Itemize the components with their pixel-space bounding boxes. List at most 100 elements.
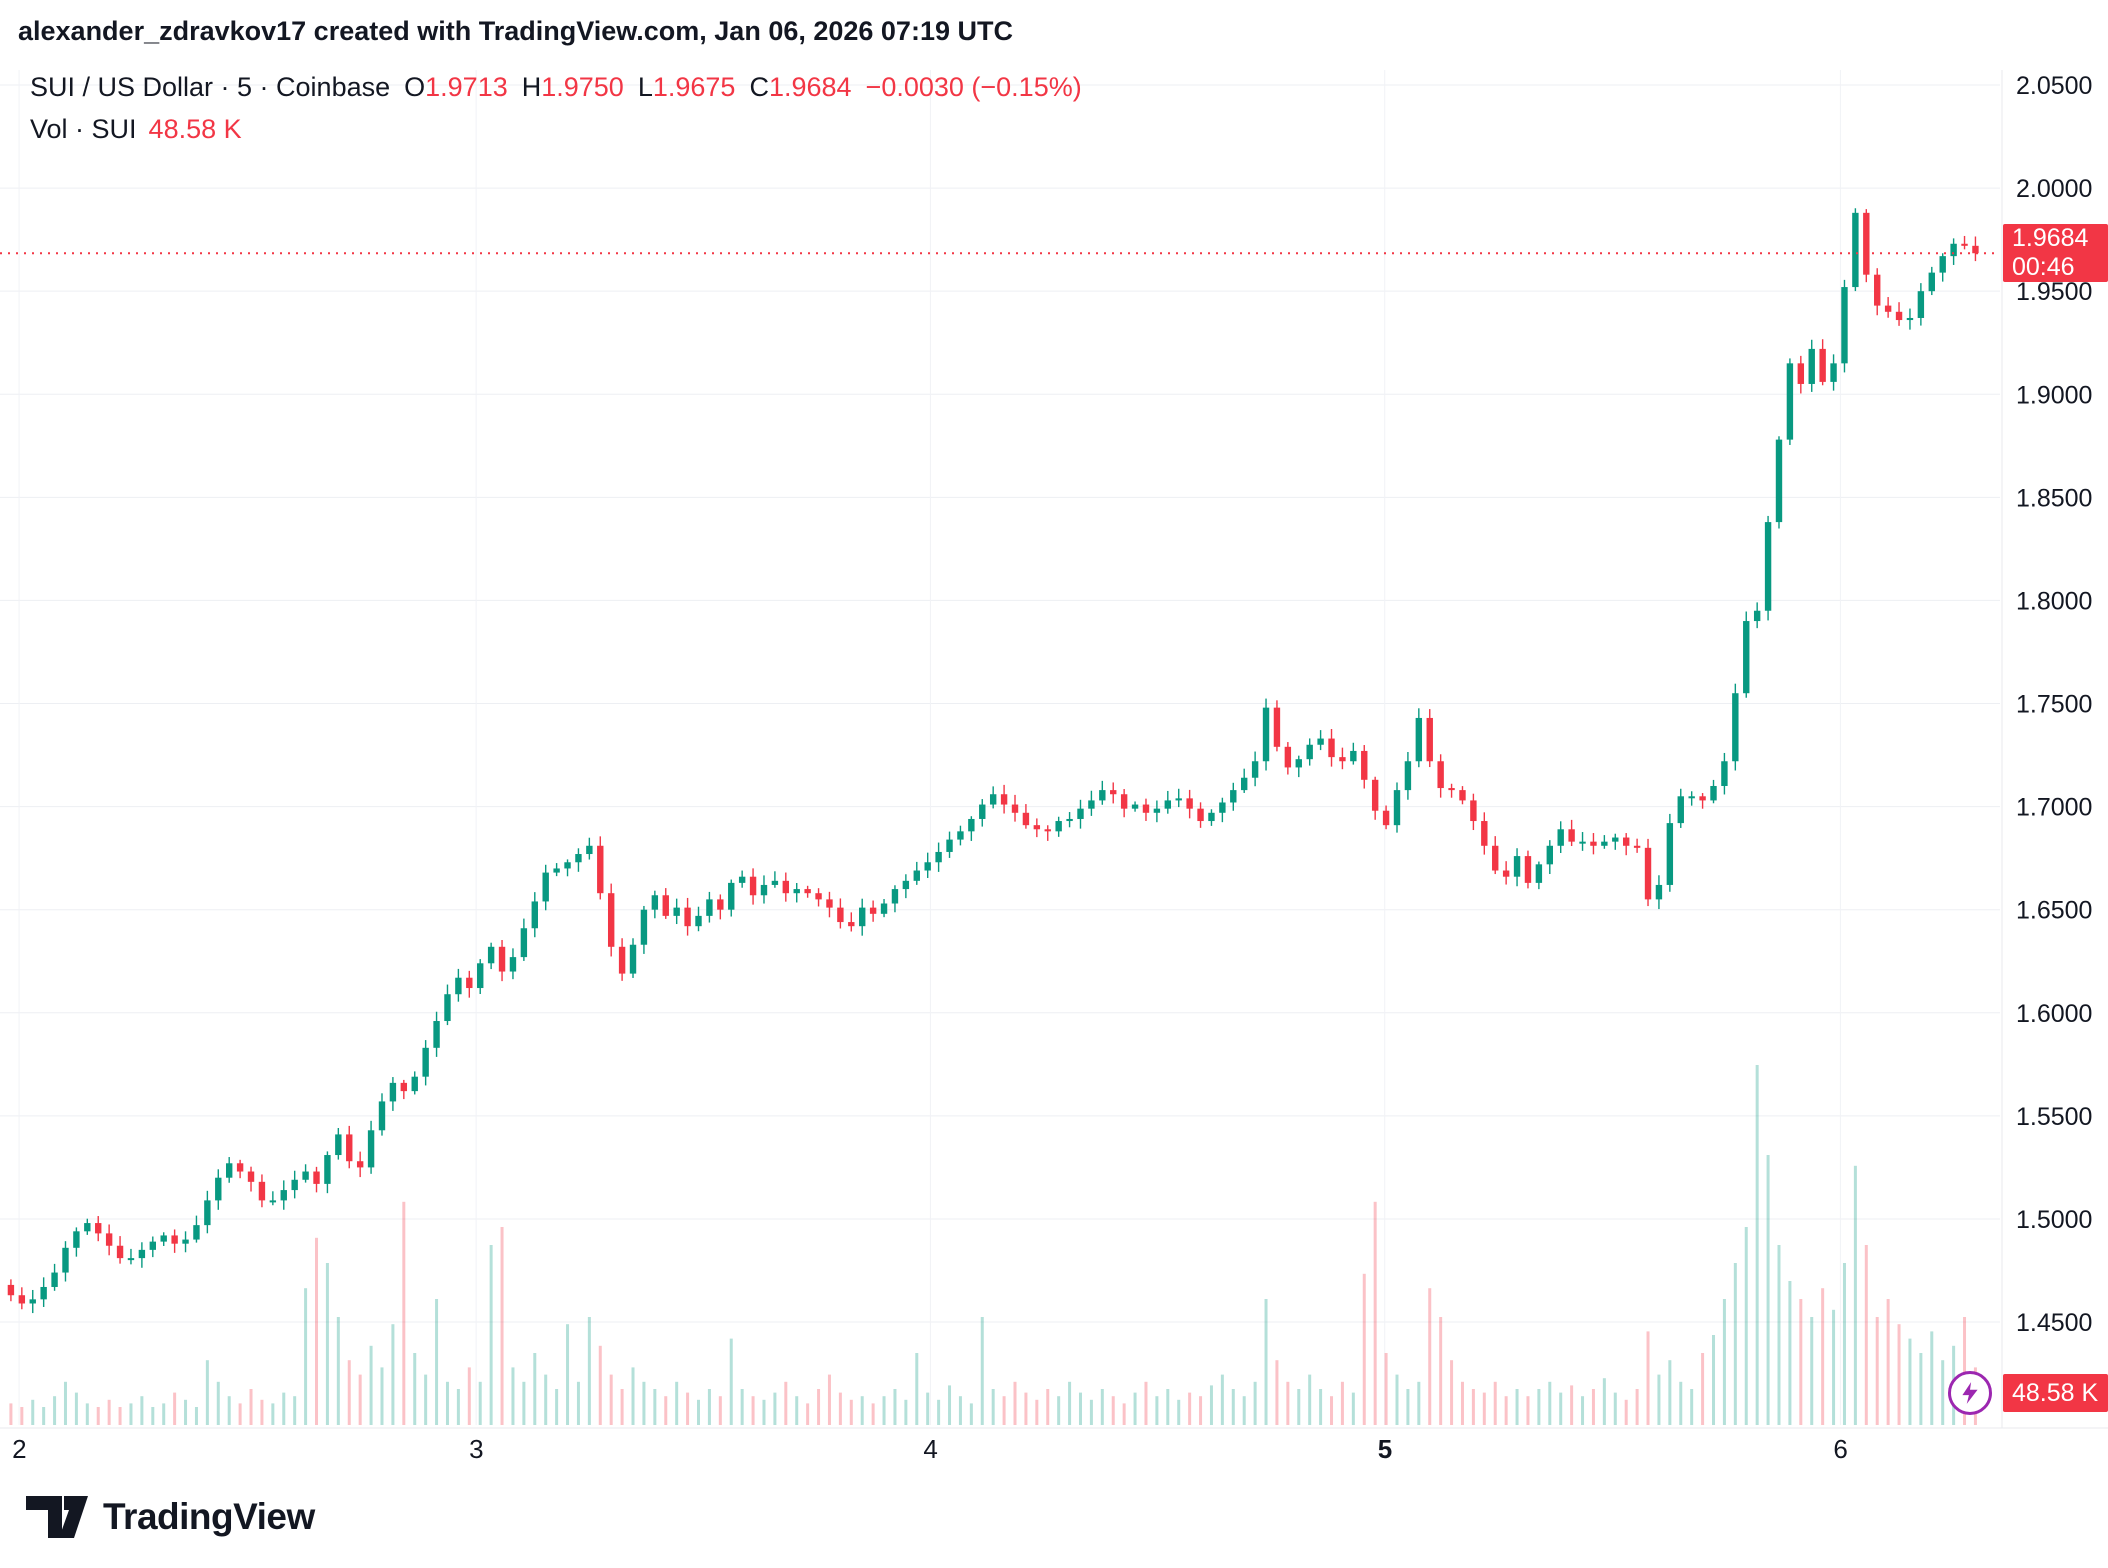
- volume-bar: [1253, 1381, 1257, 1425]
- candle-body: [1088, 800, 1095, 809]
- candle-body: [95, 1223, 102, 1234]
- volume-bar: [1679, 1381, 1683, 1425]
- volume-bar: [631, 1367, 635, 1425]
- volume-bar: [1220, 1374, 1224, 1425]
- candle-body: [1492, 845, 1499, 871]
- volume-bar: [598, 1345, 602, 1425]
- volume-bar: [74, 1392, 78, 1425]
- volume-bar: [882, 1396, 886, 1425]
- candle-body: [444, 994, 451, 1022]
- volume-bar: [1144, 1381, 1148, 1425]
- volume-label: Vol · SUI: [30, 114, 137, 144]
- candle-body: [913, 870, 920, 881]
- price-axis-label: 1.8000: [2016, 587, 2092, 615]
- candle-body: [182, 1239, 189, 1244]
- volume-bar: [1591, 1389, 1595, 1425]
- volume-bar: [1668, 1360, 1672, 1425]
- volume-bar: [271, 1403, 275, 1425]
- candle-body: [673, 907, 680, 916]
- volume-bar: [1428, 1288, 1432, 1425]
- candle-body: [1524, 856, 1532, 883]
- volume-bar: [42, 1407, 46, 1425]
- candle-body: [149, 1241, 156, 1250]
- candle-body: [1022, 812, 1030, 826]
- candle-body: [1011, 804, 1019, 813]
- candle-body: [1328, 738, 1335, 758]
- candle-body: [1120, 794, 1128, 809]
- volume-bar: [1548, 1381, 1552, 1425]
- candle-body: [73, 1231, 80, 1248]
- volume-bar: [1733, 1263, 1737, 1425]
- lightning-icon[interactable]: [1948, 1371, 1992, 1415]
- volume-bar: [1701, 1353, 1705, 1425]
- volume-bar: [162, 1403, 166, 1425]
- candle-body: [1743, 621, 1750, 694]
- volume-bar: [871, 1403, 875, 1425]
- tradingview-mark-icon: [26, 1496, 88, 1538]
- volume-bar: [740, 1389, 744, 1425]
- price-axis-label: 1.6500: [2016, 897, 2092, 925]
- volume-bar: [1832, 1309, 1836, 1425]
- candle-body: [804, 889, 811, 894]
- volume-bar: [1166, 1389, 1170, 1425]
- candle-body: [1371, 779, 1379, 811]
- volume-bar: [315, 1237, 319, 1425]
- candle-body: [1131, 804, 1139, 809]
- candle-body: [1273, 707, 1281, 747]
- symbol-ohlc-row: SUI / US Dollar · 5 · Coinbase O1.9713 H1.…: [30, 66, 1082, 108]
- candle-body: [1404, 761, 1412, 791]
- volume-bar: [686, 1392, 690, 1425]
- volume-bar: [391, 1324, 395, 1425]
- candle-body: [105, 1233, 113, 1246]
- volume-bar: [555, 1389, 559, 1425]
- candle-body: [946, 839, 953, 852]
- volume-bar: [1460, 1381, 1464, 1425]
- candle-body: [1557, 829, 1564, 846]
- candle-body: [575, 854, 582, 863]
- tradingview-logo-text: TradingView: [103, 1496, 315, 1537]
- candle-body: [1000, 794, 1008, 805]
- volume-bar: [544, 1374, 548, 1425]
- candle-body: [1666, 823, 1674, 885]
- symbol-legend[interactable]: SUI / US Dollar · 5 · Coinbase O1.9713 H1.…: [30, 66, 1082, 150]
- volume-bar: [707, 1389, 711, 1425]
- volume-bar: [1766, 1155, 1770, 1425]
- volume-bar: [1417, 1381, 1421, 1425]
- candle-body: [662, 895, 669, 916]
- time-axis[interactable]: 2 3 4 5 6: [0, 1434, 2002, 1468]
- volume-axis-label: 48.58 K: [2003, 1374, 2108, 1412]
- volume-bar: [1504, 1396, 1508, 1425]
- volume-bar: [1722, 1299, 1726, 1425]
- candle-body: [127, 1258, 135, 1261]
- volume-bar: [1111, 1396, 1115, 1425]
- change-value: −0.0030 (−0.15%): [865, 72, 1082, 102]
- volume-bar: [915, 1353, 919, 1425]
- candle-body: [1874, 274, 1881, 306]
- candle-body: [1819, 348, 1826, 382]
- candle-body: [837, 907, 844, 923]
- volume-bar: [1493, 1381, 1497, 1425]
- candle-body: [859, 907, 866, 927]
- candle-body: [171, 1235, 178, 1244]
- candle-body: [455, 977, 462, 995]
- volume-bar: [1897, 1324, 1901, 1425]
- volume-bar: [489, 1245, 493, 1425]
- open-label: O: [404, 72, 426, 102]
- candle-body: [1437, 761, 1444, 789]
- candle-body: [1164, 800, 1172, 809]
- volume-bar: [1231, 1389, 1235, 1425]
- candle-body: [335, 1134, 342, 1156]
- volume-bar: [151, 1407, 155, 1425]
- candle-body: [924, 862, 931, 871]
- volume-bar: [806, 1403, 810, 1425]
- candle-body: [1721, 761, 1728, 786]
- candle-body: [760, 884, 768, 896]
- close-value: 1.9684: [768, 72, 852, 102]
- tradingview-logo[interactable]: TradingView: [26, 1494, 315, 1540]
- volume-bar: [729, 1338, 733, 1425]
- volume-bar: [1712, 1335, 1716, 1425]
- candle-body: [247, 1171, 255, 1182]
- price-chart[interactable]: 2.0500 2.0000 1.9500 1.9000 1.8500 1.8000 1.75…: [0, 70, 2108, 1450]
- price-axis-label: 1.4500: [2016, 1309, 2092, 1337]
